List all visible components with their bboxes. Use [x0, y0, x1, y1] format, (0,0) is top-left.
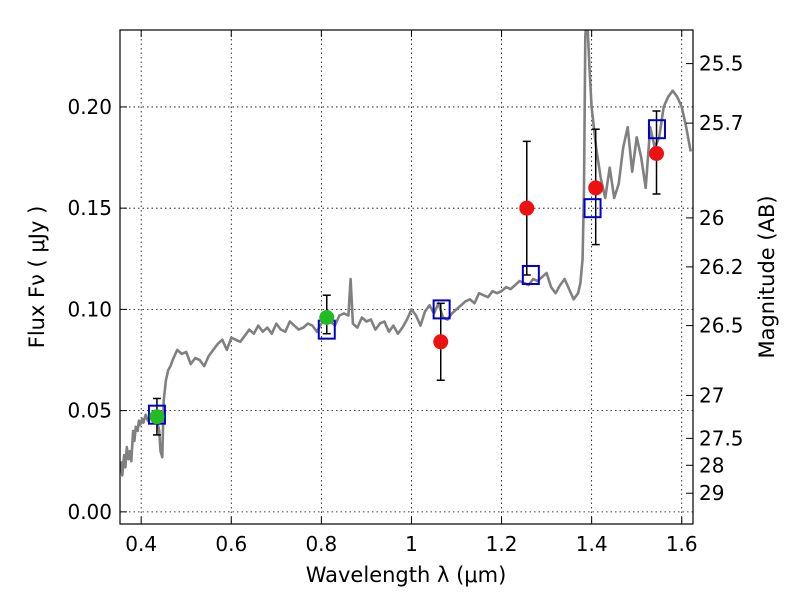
y-tick-label: 0.10: [67, 297, 112, 321]
y-tick-label: 0.20: [67, 95, 112, 119]
sed-model-line: [120, 30, 692, 477]
y-axis-label-left: Flux Fν ( μJy ): [25, 206, 49, 349]
marker-layer: [147, 110, 666, 436]
model-point: [583, 198, 602, 219]
tick-layer: 0.4 0.6 0.8 1 1.2 1.4 1.6 0.00 0.05 0.10 0.15 0.20 2…: [67, 30, 744, 556]
model-point: [647, 119, 666, 140]
magnitude-tick-label: 28: [699, 453, 724, 477]
magnitude-tick-label: 25.7: [699, 111, 744, 135]
magnitude-tick-label: 27: [699, 383, 724, 407]
plot-frame: [119, 29, 694, 525]
magnitude-tick-label: 29: [699, 481, 724, 505]
magnitude-tick-label: 26.5: [699, 314, 744, 338]
x-tick-label: 0.8: [305, 532, 337, 556]
magnitude-tick-label: 27.5: [699, 426, 744, 450]
grid-layer: [120, 30, 693, 524]
x-tick-label: 0.4: [125, 532, 157, 556]
x-axis-label: Wavelength λ (μm): [306, 563, 507, 587]
magnitude-tick-label: 26.2: [699, 255, 744, 279]
y-tick-label: 0.00: [67, 500, 112, 524]
model-point: [432, 299, 451, 320]
model-point: [521, 264, 540, 285]
x-tick-label: 0.6: [215, 532, 247, 556]
y-tick-label: 0.05: [67, 399, 112, 423]
y-tick-label: 0.15: [67, 196, 112, 220]
data-point: [649, 146, 665, 161]
data-point: [319, 309, 335, 325]
data-point: [588, 180, 604, 196]
y-axis-label-right: Magnitude (AB): [755, 195, 779, 358]
data-point: [433, 334, 449, 350]
magnitude-tick-label: 26: [699, 206, 724, 230]
x-tick-label: 1: [405, 532, 418, 556]
x-tick-label: 1.4: [576, 532, 608, 556]
series-layer: [120, 30, 692, 477]
x-tick-label: 1.6: [666, 532, 698, 556]
data-point: [519, 200, 535, 216]
data-point: [149, 409, 165, 425]
magnitude-tick-label: 25.5: [699, 52, 744, 76]
x-tick-label: 1.2: [486, 532, 518, 556]
